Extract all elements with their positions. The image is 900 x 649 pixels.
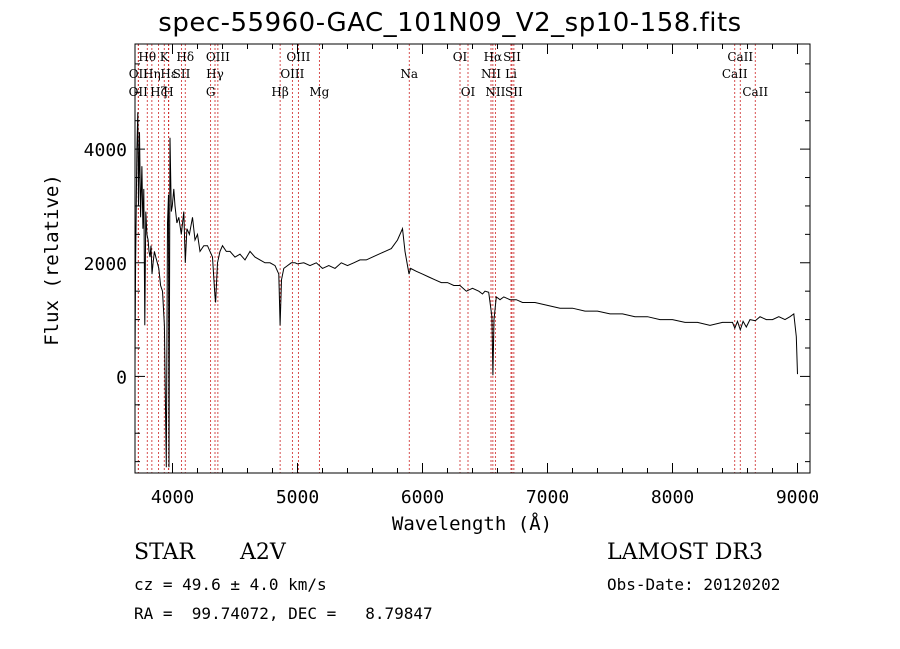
chart-title: spec-55960-GAC_101N09_V2_sp10-158.fits (158, 8, 742, 38)
y-tick-label: 4000 (84, 140, 127, 161)
x-tick-label: 7000 (526, 487, 569, 508)
x-tick-label: 6000 (401, 487, 444, 508)
spectral-subclass: A2V (240, 540, 286, 565)
line-marker-label-21: Hα (484, 50, 503, 64)
plot-frame (134, 43, 811, 474)
x-tick-label: 5000 (276, 487, 319, 508)
line-marker-label-3: Hη (143, 67, 161, 81)
x-axis-ticks: 4000 5000 6000 7000 8000 9000 (151, 44, 819, 508)
y-tick-label: 2000 (84, 254, 127, 275)
line-marker-label-4: Hζ (150, 85, 167, 99)
line-marker-label-25: SII (505, 85, 523, 99)
redshift-text: cz = 49.6 ± 4.0 km/s (134, 575, 327, 594)
line-marker-label-12: OIII (206, 50, 230, 64)
line-marker-label-22: NII (485, 85, 505, 99)
line-marker-label-8: SII (173, 67, 191, 81)
line-marker-label-11: Hγ (206, 67, 224, 81)
y-tick-label: 0 (116, 367, 127, 388)
x-axis-label: Wavelength (Å) (392, 512, 552, 535)
line-marker-label-18: OI (453, 50, 468, 64)
line-marker-labels-group: OIIHθOIIHηHζKHHεSIIHδGHγOIIIHβOIIIOIIIMg… (129, 50, 769, 99)
line-marker-label-10: G (206, 85, 216, 99)
line-markers-group (137, 44, 756, 473)
coordinates-text: RA = 99.74072, DEC = 8.79847 (134, 604, 433, 623)
line-marker-label-28: CaII (742, 85, 768, 99)
line-marker-label-19: OI (461, 85, 476, 99)
line-marker-label-27: CaII (727, 50, 753, 64)
x-tick-label: 4000 (151, 487, 194, 508)
x-tick-label: 8000 (651, 487, 694, 508)
line-marker-label-0: OII (129, 67, 149, 81)
line-marker-label-16: Mg (309, 85, 329, 99)
line-marker-label-24: SII (503, 50, 521, 64)
y-axis-ticks: 0 2000 4000 (84, 63, 810, 463)
line-marker-label-1: Hθ (138, 50, 156, 64)
line-marker-label-9: Hδ (176, 50, 194, 64)
line-marker-label-26: CaII (722, 67, 748, 81)
object-class: STAR (134, 540, 195, 565)
line-marker-label-15: OIII (286, 50, 310, 64)
y-axis-label: Flux (relative) (41, 174, 63, 346)
line-marker-label-5: K (160, 50, 170, 64)
line-marker-label-17: Na (400, 67, 418, 81)
survey-label: LAMOST DR3 (607, 540, 763, 565)
line-marker-label-13: Hβ (271, 85, 288, 99)
line-marker-label-7: Hε (160, 67, 177, 81)
flux-series-line (134, 112, 798, 468)
x-tick-label: 9000 (776, 487, 819, 508)
line-marker-label-6: H (163, 85, 173, 99)
line-marker-label-23: Li (505, 67, 517, 81)
obs-date-text: Obs-Date: 20120202 (607, 575, 781, 594)
line-marker-label-14: OIII (280, 67, 304, 81)
line-marker-label-20: NII (481, 67, 501, 81)
